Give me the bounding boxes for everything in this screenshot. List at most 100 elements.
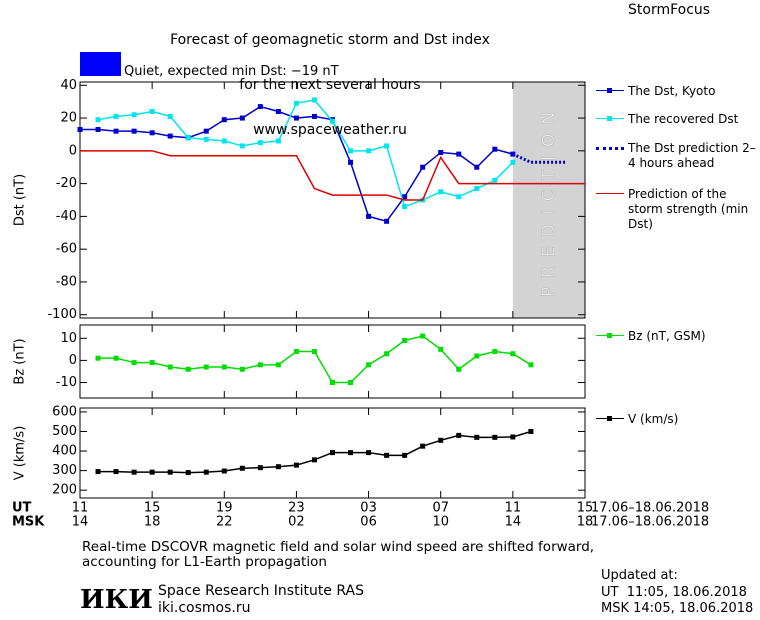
y-tick-label: 500 xyxy=(52,424,77,439)
prediction-label: PREDICTION xyxy=(539,103,559,297)
y-tick-label: 400 xyxy=(52,444,77,459)
y-tick-label: 10 xyxy=(60,331,77,346)
series-marker xyxy=(311,349,317,355)
x-tick-label: 14 xyxy=(505,515,522,530)
y-tick-label: -100 xyxy=(47,307,77,322)
y-tick-label: 0 xyxy=(69,143,77,158)
updated-time: UT 11:05, 18.06.2018 xyxy=(601,585,747,600)
x-tick-label: 11 xyxy=(505,501,522,516)
series-marker xyxy=(330,450,335,456)
series-marker xyxy=(185,135,191,141)
series-marker xyxy=(131,469,137,475)
series-marker xyxy=(131,360,137,366)
series-marker xyxy=(185,366,191,372)
series-marker xyxy=(438,346,444,352)
series-marker xyxy=(239,465,245,471)
series-marker xyxy=(293,115,299,121)
series-marker xyxy=(221,117,227,123)
series-line xyxy=(98,335,532,384)
x-tick-label: 15 xyxy=(144,501,161,516)
status-text: Quiet, expected min Dst: −19 nT xyxy=(124,64,339,79)
legend-marker xyxy=(607,116,612,121)
series-marker xyxy=(293,349,299,355)
series-marker xyxy=(348,159,354,165)
series-marker xyxy=(456,151,462,157)
brand: StormFocus xyxy=(628,2,711,18)
series-marker xyxy=(167,113,173,119)
series-marker xyxy=(384,218,390,224)
series-line xyxy=(98,430,532,474)
series-marker xyxy=(131,128,137,134)
series-marker xyxy=(275,362,281,368)
series-marker xyxy=(348,148,354,154)
series-marker xyxy=(366,213,372,219)
series-marker xyxy=(149,360,155,366)
series-marker xyxy=(77,127,83,133)
series-marker xyxy=(275,109,281,114)
series-line xyxy=(80,150,585,201)
logo: ИКИ xyxy=(80,585,153,615)
updated-time: MSK 14:05, 18.06.2018 xyxy=(601,601,754,616)
legend-label: The Dst, Kyoto xyxy=(628,84,716,98)
y-axis-label: V (km/s) xyxy=(13,426,28,481)
y-tick-label: 0 xyxy=(69,353,77,368)
series-marker xyxy=(203,128,209,134)
series-marker xyxy=(239,143,245,149)
prediction-region xyxy=(512,82,585,318)
series-marker xyxy=(113,128,119,134)
series-marker xyxy=(438,149,444,155)
series-marker xyxy=(438,437,444,443)
series-marker xyxy=(456,194,462,200)
legend-line xyxy=(596,193,624,194)
series-line xyxy=(512,152,567,164)
y-tick-label: 600 xyxy=(52,404,77,419)
y-tick-label: -80 xyxy=(56,274,77,289)
series-marker xyxy=(113,355,119,361)
legend-line xyxy=(596,147,624,150)
x-tick-label: 03 xyxy=(360,501,377,516)
series-marker xyxy=(167,364,173,370)
series-marker xyxy=(185,470,191,476)
series-marker xyxy=(510,351,516,357)
series-marker xyxy=(528,428,534,434)
series-marker xyxy=(257,104,263,110)
series-marker xyxy=(95,117,101,123)
y-tick-label: 40 xyxy=(60,78,77,93)
x-row-label: UT xyxy=(12,501,32,516)
series-marker xyxy=(510,434,516,440)
x-tick-label: 18 xyxy=(577,515,594,530)
title: Forecast of geomagnetic storm and Dst in… xyxy=(140,3,520,153)
series-marker xyxy=(384,351,390,357)
series-marker xyxy=(402,452,408,458)
series-marker xyxy=(402,337,408,343)
series-marker xyxy=(221,364,227,370)
legend-marker xyxy=(607,416,612,421)
series-marker xyxy=(438,189,444,195)
legend-label: Prediction of the storm strength (min Ds… xyxy=(628,187,749,231)
series-marker xyxy=(456,432,462,438)
series-marker xyxy=(275,464,281,470)
y-tick-label: 20 xyxy=(60,111,77,126)
series-marker xyxy=(239,366,245,372)
series-marker xyxy=(293,462,299,468)
series-marker xyxy=(311,457,317,463)
series-marker xyxy=(311,113,317,119)
series-marker xyxy=(113,113,119,119)
series-marker xyxy=(384,143,390,149)
series-marker xyxy=(311,97,317,103)
series-marker xyxy=(420,333,426,339)
series-marker xyxy=(330,380,335,386)
y-tick-label: 300 xyxy=(52,463,77,478)
status-swatch xyxy=(80,52,121,76)
series-marker xyxy=(203,469,209,475)
y-tick-label: -20 xyxy=(56,176,77,191)
series-marker xyxy=(330,118,335,124)
x-row-label: MSK xyxy=(12,515,45,530)
series-marker xyxy=(420,164,426,170)
series-marker xyxy=(384,452,390,458)
series-marker xyxy=(149,109,155,114)
x-tick-label: 19 xyxy=(216,501,233,516)
series-marker xyxy=(239,115,245,121)
series-marker xyxy=(510,159,516,165)
legend-label: The Dst prediction 2–4 hours ahead xyxy=(628,141,756,170)
